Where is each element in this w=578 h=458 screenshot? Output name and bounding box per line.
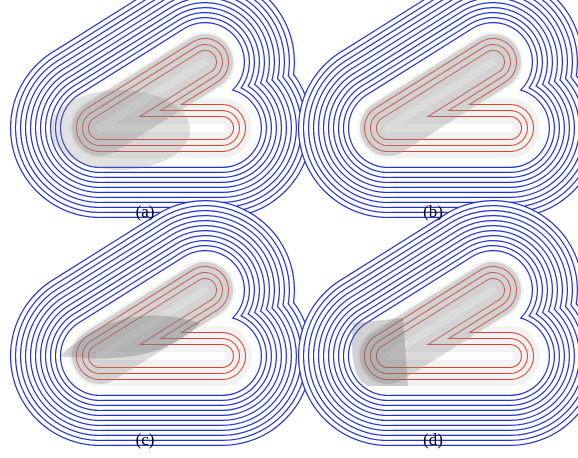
caption: (d): [423, 430, 443, 449]
panel-d: [352, 290, 510, 386]
figure: (a) (b) (c) (d): [0, 0, 578, 458]
panel-c: [60, 290, 222, 359]
panel-b: [388, 62, 510, 128]
panel-a: [50, 62, 222, 170]
caption: (c): [136, 430, 155, 449]
caption: (a): [136, 202, 155, 221]
caption: (b): [423, 202, 443, 221]
